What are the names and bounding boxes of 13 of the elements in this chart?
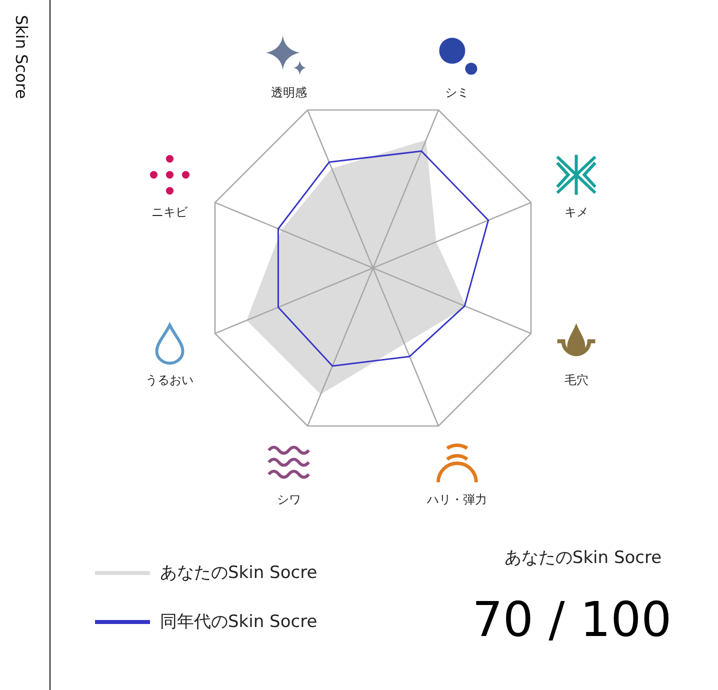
text: あなたのSkin Socre xyxy=(504,548,662,568)
spoke-label: 透明感 xyxy=(270,86,307,100)
spoke-label: キメ xyxy=(564,204,588,219)
text: 70 / 100 xyxy=(472,592,672,648)
legend-label: 同年代のSkin Socre xyxy=(160,612,318,632)
spoke-label: ニキビ xyxy=(152,204,189,219)
legend-label: あなたのSkin Socre xyxy=(160,563,318,583)
spoke-label: 毛穴 xyxy=(564,373,588,388)
spoke-label: ハリ・弾力 xyxy=(426,492,488,506)
spoke-label: うるおい xyxy=(146,373,194,388)
spoke-label: シワ xyxy=(276,492,301,506)
chart-title: Skin Score xyxy=(12,15,31,99)
spoke-label: シミ xyxy=(445,86,470,100)
